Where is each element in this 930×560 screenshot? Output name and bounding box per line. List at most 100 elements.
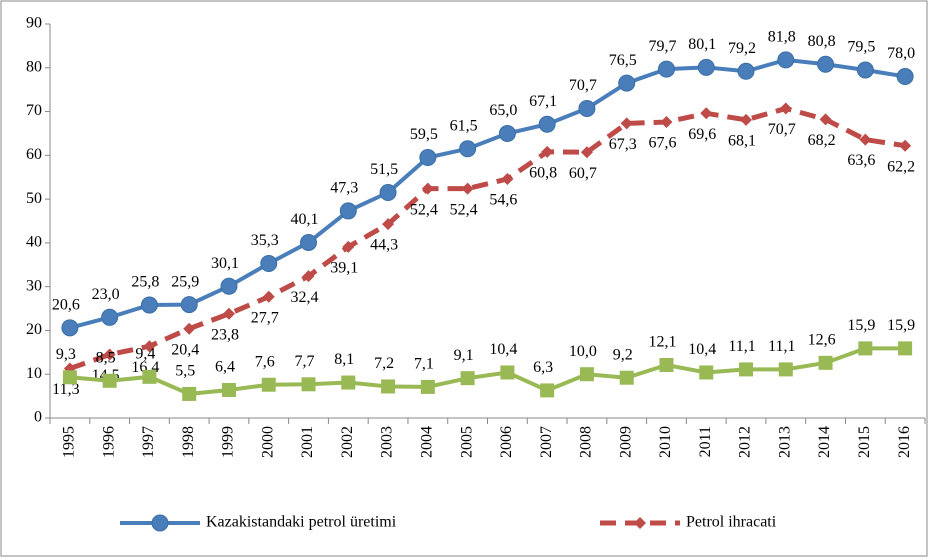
x-tick-label: 2016 — [896, 426, 913, 458]
marker — [856, 61, 874, 79]
y-tick-label: 20 — [26, 321, 42, 338]
marker — [142, 369, 157, 384]
data-label: 6,4 — [215, 359, 235, 376]
data-label: 63,6 — [847, 152, 875, 169]
data-label: 23,8 — [211, 326, 239, 343]
marker — [896, 68, 914, 86]
marker — [302, 270, 315, 283]
series-line — [69, 57, 906, 330]
data-label: 9,3 — [56, 346, 76, 363]
marker — [379, 184, 397, 202]
marker — [421, 182, 434, 195]
data-label: 11,1 — [728, 338, 755, 355]
marker — [538, 115, 556, 133]
data-label: 79,2 — [728, 40, 756, 57]
data-label: 54,6 — [489, 192, 517, 209]
data-label: 9,1 — [454, 347, 474, 364]
x-tick-label: 2005 — [458, 426, 475, 458]
marker — [101, 308, 119, 326]
y-tick-label: 40 — [26, 234, 42, 251]
data-label: 15,9 — [887, 317, 915, 334]
marker — [699, 365, 714, 380]
x-tick-label: 1997 — [140, 426, 157, 458]
marker — [540, 383, 555, 398]
marker — [342, 240, 355, 253]
data-label: 51,5 — [370, 161, 398, 178]
data-label: 69,6 — [688, 126, 716, 143]
marker — [778, 362, 793, 377]
x-tick-label: 1999 — [220, 426, 237, 458]
y-tick-label: 70 — [26, 102, 42, 119]
data-label: 67,3 — [609, 136, 637, 153]
data-label: 10,4 — [489, 341, 517, 358]
data-label: 67,1 — [529, 93, 557, 110]
x-tick-label: 2004 — [419, 426, 436, 458]
marker — [339, 202, 357, 220]
data-label: 23,0 — [92, 286, 120, 303]
marker — [341, 375, 356, 390]
marker — [819, 113, 832, 126]
data-label: 76,5 — [609, 52, 637, 69]
marker — [182, 386, 197, 401]
marker — [739, 362, 754, 377]
x-tick-label: 2013 — [776, 426, 793, 458]
y-tick-label: 60 — [26, 146, 42, 163]
data-label: 70,7 — [768, 121, 796, 138]
marker — [657, 60, 675, 78]
data-label: 61,5 — [450, 117, 478, 134]
marker — [898, 341, 913, 356]
marker — [460, 371, 475, 386]
data-label: 68,2 — [808, 132, 836, 149]
marker — [140, 296, 158, 314]
marker — [103, 348, 116, 361]
data-label: 6,3 — [533, 359, 553, 376]
marker — [143, 340, 156, 353]
data-label: 40,1 — [291, 211, 319, 228]
legend-label: Petrol ihracati — [686, 514, 777, 531]
data-label: 10,4 — [688, 341, 716, 358]
marker — [659, 358, 674, 373]
data-label: 60,7 — [569, 165, 597, 182]
data-label: 7,2 — [374, 355, 394, 372]
marker — [62, 370, 77, 385]
data-label: 67,6 — [648, 135, 676, 152]
marker — [102, 373, 117, 388]
marker — [578, 99, 596, 117]
data-label: 8,1 — [334, 351, 354, 368]
x-tick-label: 2009 — [617, 426, 634, 458]
marker — [634, 517, 646, 529]
x-tick-label: 2014 — [816, 426, 833, 458]
data-label: 7,1 — [414, 356, 434, 373]
x-tick-label: 2012 — [737, 426, 754, 458]
marker — [700, 107, 713, 120]
marker — [500, 365, 515, 380]
data-label: 30,1 — [211, 255, 239, 272]
data-label: 7,7 — [295, 353, 315, 370]
data-label: 59,5 — [410, 126, 438, 143]
data-label: 15,9 — [847, 317, 875, 334]
marker — [222, 307, 235, 320]
x-tick-label: 2001 — [299, 426, 316, 458]
marker — [580, 146, 593, 159]
marker — [818, 355, 833, 370]
x-tick-label: 2010 — [657, 426, 674, 458]
data-label: 44,3 — [370, 237, 398, 254]
marker — [260, 254, 278, 272]
marker — [301, 377, 316, 392]
marker — [899, 139, 912, 152]
data-label: 12,6 — [808, 332, 836, 349]
data-label: 27,7 — [251, 309, 279, 326]
data-label: 68,1 — [728, 133, 756, 150]
marker — [858, 341, 873, 356]
marker — [737, 62, 755, 80]
x-tick-label: 2015 — [856, 426, 873, 458]
data-label: 81,8 — [768, 29, 796, 46]
marker — [740, 113, 753, 126]
data-label: 78,0 — [887, 45, 915, 62]
x-tick-label: 1995 — [61, 426, 78, 458]
marker — [151, 514, 169, 532]
marker — [221, 382, 236, 397]
series-line — [69, 346, 906, 396]
data-label: 7,6 — [255, 353, 275, 370]
